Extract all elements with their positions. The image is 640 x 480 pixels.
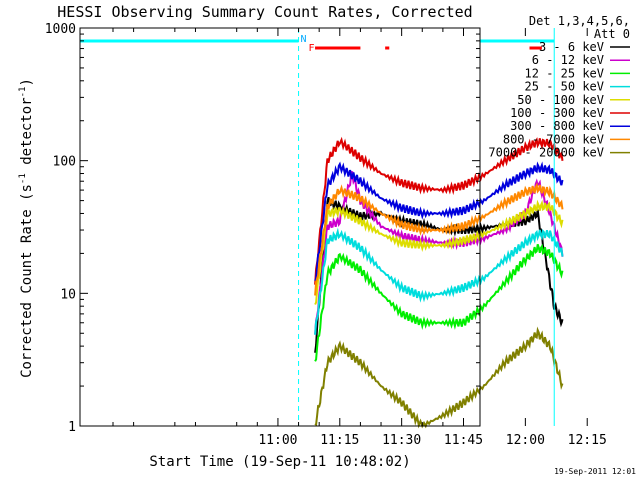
y-tick-label: 100 (53, 155, 76, 170)
legend-label: 7000 - 20000 keV (488, 146, 604, 160)
series-line (314, 161, 564, 282)
x-tick-label: 11:45 (444, 433, 483, 448)
legend-header-attenuator: Att 0 (594, 27, 630, 41)
series-line (314, 171, 564, 335)
y-axis-ticks: 1 10 100 1000 (45, 22, 480, 435)
y-axis-label-sup2: -1 (18, 87, 28, 98)
y-axis-label-main: Corrected Count Rate (s (19, 184, 35, 378)
x-tick-label: 11:00 (258, 433, 297, 448)
flags-layer: NF (80, 28, 555, 426)
y-axis-label-sup1: -1 (18, 173, 28, 184)
legend-label: 12 - 25 keV (525, 66, 604, 80)
x-tick-label: 11:30 (382, 433, 421, 448)
series-line (314, 326, 564, 429)
y-axis-label-mid: detector (19, 97, 35, 173)
legend-label: 300 - 800 keV (510, 119, 604, 133)
legend-label: 6 - 12 keV (532, 53, 604, 67)
legend-label: 25 - 50 keV (525, 80, 604, 94)
x-tick-label: 12:15 (568, 433, 607, 448)
legend-label: 100 - 300 keV (510, 106, 604, 120)
x-tick-label: 11:15 (320, 433, 359, 448)
legend-label: 50 - 100 keV (517, 93, 604, 107)
night-flag-label: N (301, 34, 307, 45)
legend-label: 800 - 7000 keV (503, 132, 604, 146)
x-axis-label: Start Time (19-Sep-11 10:48:02) (149, 454, 410, 470)
y-tick-label: 1000 (45, 22, 76, 37)
series-line (314, 199, 564, 305)
y-axis-label-end: ) (19, 78, 35, 86)
flare-flag-label: F (309, 43, 315, 54)
footer-timestamp: 19-Sep-2011 12:01 (554, 467, 636, 476)
series-line (314, 136, 564, 285)
series-layer (314, 136, 564, 429)
x-tick-label: 12:00 (506, 433, 545, 448)
plot-frame (79, 27, 481, 427)
series-line (314, 243, 564, 362)
series-line (314, 227, 564, 335)
y-tick-label: 1 (68, 420, 76, 435)
x-axis-ticks: 11:00 11:15 11:30 11:45 12:00 12:15 (112, 28, 607, 448)
chart-title: HESSI Observing Summary Count Rates, Cor… (57, 3, 472, 21)
series-line (314, 182, 564, 296)
legend-label: 3 - 6 keV (539, 40, 604, 54)
legend-header-detectors: Det 1,3,4,5,6, (529, 14, 630, 28)
y-tick-label: 10 (60, 287, 76, 302)
y-axis-label: Corrected Count Rate (s-1 detector-1) (18, 78, 35, 378)
